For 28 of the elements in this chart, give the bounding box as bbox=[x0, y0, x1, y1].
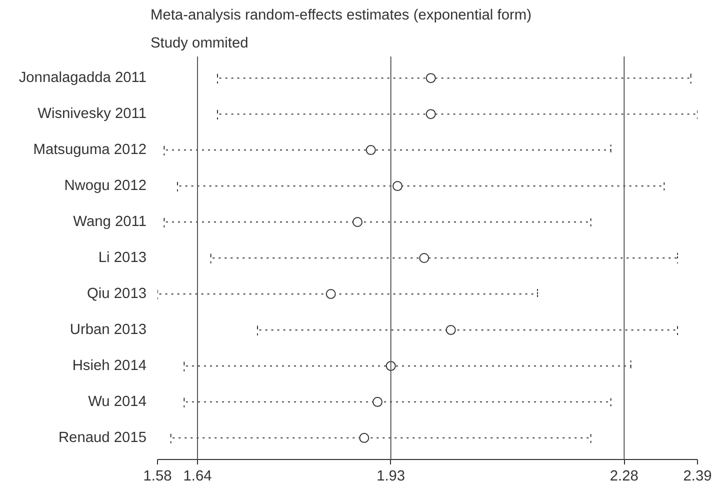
x-tick-label: 2.39 bbox=[683, 468, 712, 484]
y-tick-label: Qiu 2013 bbox=[87, 286, 146, 302]
point bbox=[392, 181, 402, 192]
x-tick-label: 2.28 bbox=[610, 468, 638, 484]
point bbox=[426, 109, 436, 120]
x-tick-label: 1.64 bbox=[183, 468, 212, 484]
y-tick-label: Wisnivesky 2011 bbox=[38, 106, 147, 122]
y-tick-label: Matsuguma 2012 bbox=[33, 142, 146, 158]
y-tick-label: Nwogu 2012 bbox=[64, 178, 147, 194]
y-tick-label: Urban 2013 bbox=[70, 322, 147, 338]
y-tick-label: Wang 2011 bbox=[73, 214, 147, 230]
point bbox=[426, 73, 436, 84]
y-tick-label: Jonnalagadda 2011 bbox=[18, 70, 147, 86]
chart-title: Meta-analysis random-effects estimates (exponential form) bbox=[150, 8, 532, 24]
y-tick-label: Wu 2014 bbox=[88, 394, 147, 410]
point bbox=[372, 396, 382, 407]
point bbox=[366, 145, 376, 156]
y-tick-label: Hsieh 2014 bbox=[72, 358, 147, 374]
x-tick-label: 1.58 bbox=[143, 468, 172, 484]
y-tick-label: Li 2013 bbox=[98, 250, 147, 266]
chart-subtitle: Study ommited bbox=[150, 36, 248, 52]
x-tick-label: 1.93 bbox=[376, 468, 406, 484]
y-tick-label: Renaud 2015 bbox=[58, 430, 147, 446]
point bbox=[359, 432, 370, 443]
point bbox=[352, 217, 362, 228]
point bbox=[446, 324, 456, 335]
point bbox=[326, 288, 336, 299]
point bbox=[419, 253, 430, 263]
